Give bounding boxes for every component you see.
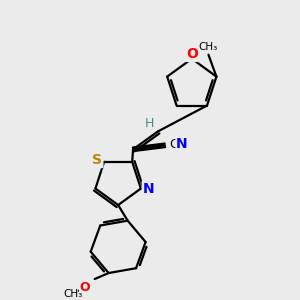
- Text: S: S: [92, 153, 102, 167]
- Text: O: O: [186, 47, 198, 61]
- Text: CH₃: CH₃: [199, 42, 218, 52]
- Text: C: C: [169, 138, 178, 151]
- Text: N: N: [143, 182, 154, 196]
- Text: CH₃: CH₃: [63, 289, 82, 299]
- Text: H: H: [144, 117, 154, 130]
- Text: O: O: [80, 281, 90, 295]
- Text: N: N: [176, 137, 188, 151]
